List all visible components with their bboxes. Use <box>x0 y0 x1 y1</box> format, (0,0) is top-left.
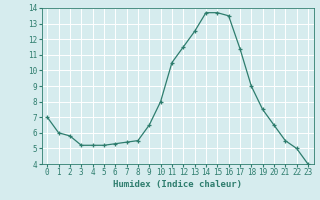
X-axis label: Humidex (Indice chaleur): Humidex (Indice chaleur) <box>113 180 242 189</box>
